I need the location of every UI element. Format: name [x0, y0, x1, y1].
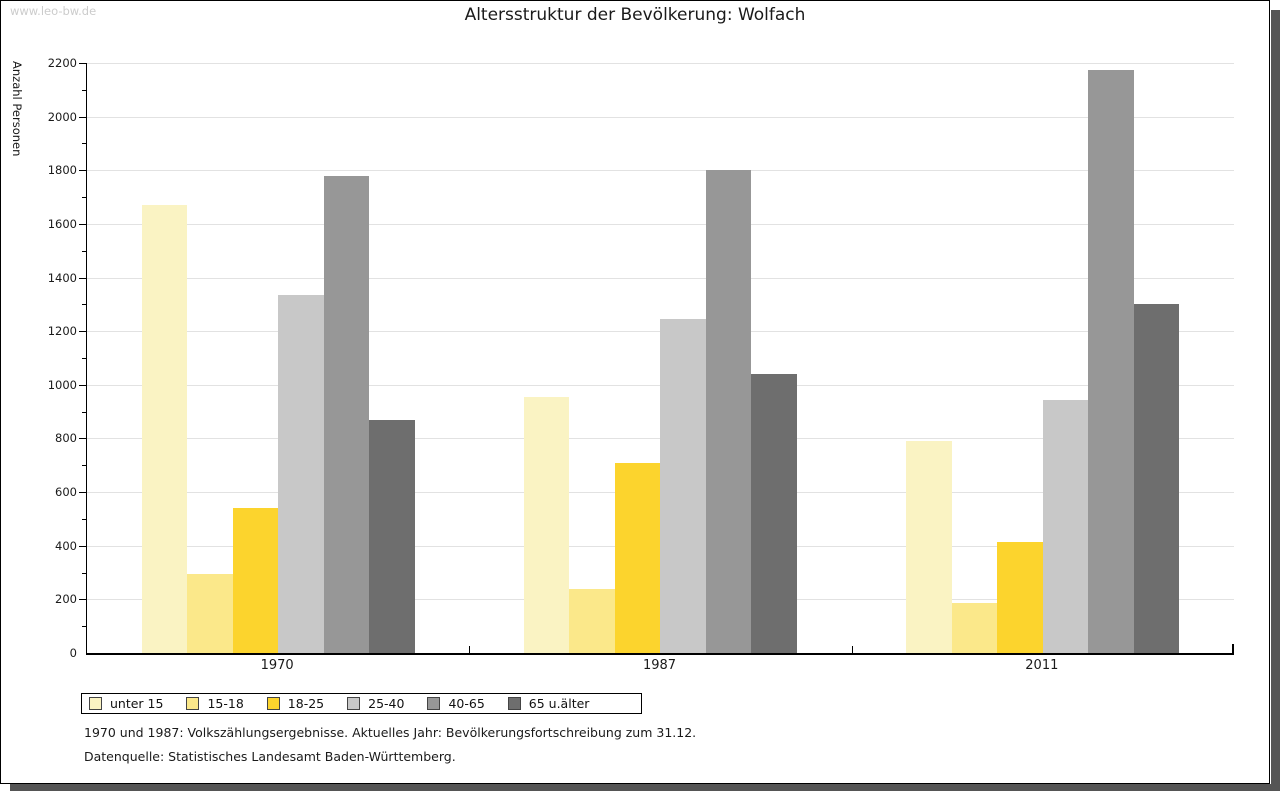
legend-box: unter 15 15-18 18-25 25-40 40-65 65 u.älter — [81, 693, 642, 714]
legend-item: 18-25 — [266, 696, 325, 711]
gridline — [87, 116, 1234, 118]
y-tick-major — [79, 63, 86, 64]
y-tick-minor — [82, 626, 86, 628]
y-tick-minor — [82, 197, 86, 199]
y-tick-major — [79, 384, 86, 386]
gridline — [87, 277, 1234, 279]
x-tick-label: 1970 — [260, 658, 294, 673]
y-tick-minor — [82, 518, 86, 520]
bar-2011-40-65 — [1088, 69, 1134, 653]
y-tick-major — [79, 277, 86, 279]
bar-1987-15-18 — [569, 588, 615, 653]
y-tick-major — [79, 170, 86, 172]
bar-1987-unter-15 — [523, 396, 570, 653]
y-tick-major — [79, 438, 86, 440]
legend-label: 18-25 — [287, 696, 325, 711]
gridline — [87, 223, 1234, 225]
legend-label: 15-18 — [207, 696, 244, 711]
y-tick-major — [79, 331, 86, 333]
gridline — [87, 63, 1234, 64]
y-tick-major — [79, 223, 86, 225]
y-tick-label: 0 — [69, 646, 77, 660]
legend-item: unter 15 — [89, 696, 163, 711]
y-tick-major — [79, 116, 86, 118]
watermark: www.leo-bw.de — [10, 4, 97, 18]
bar-group-1970 — [87, 63, 469, 653]
y-tick-minor — [82, 250, 86, 252]
y-tick-label: 800 — [55, 431, 77, 446]
y-tick-minor — [82, 304, 86, 306]
x-axis-end-tick — [1232, 644, 1234, 653]
bar-group-2011 — [852, 63, 1234, 653]
chart-title: Altersstruktur der Bevölkerung: Wolfach — [464, 5, 806, 25]
y-tick-minor — [82, 89, 86, 91]
y-tick-label: 200 — [55, 592, 77, 607]
x-tick-label: 2011 — [1025, 658, 1059, 673]
bar-group-1987 — [469, 63, 851, 653]
legend-label: 65 u.älter — [528, 696, 590, 711]
legend-label: 25-40 — [368, 696, 405, 711]
bar-1970-65-u-lter — [369, 419, 415, 653]
legend-label: 40-65 — [448, 696, 485, 711]
legend-item: 25-40 — [347, 696, 404, 711]
y-tick-label: 1200 — [47, 324, 77, 339]
bar-1987-25-40 — [660, 319, 706, 653]
y-tick-label: 400 — [55, 538, 77, 553]
drop-shadow-right — [1271, 10, 1280, 791]
bar-2011-unter-15 — [906, 441, 952, 653]
legend-swatch — [347, 697, 361, 710]
bar-2011-18-25 — [997, 541, 1043, 653]
x-axis-tick — [851, 646, 853, 653]
legend-item: 65 u.älter — [507, 696, 590, 711]
y-tick-major — [79, 599, 86, 601]
y-tick-minor — [82, 465, 86, 467]
bar-1987-18-25 — [614, 462, 661, 653]
y-tick-label: 1600 — [47, 216, 77, 231]
y-tick-minor — [82, 358, 86, 359]
bar-1987-40-65 — [705, 170, 752, 653]
y-tick-minor — [82, 143, 86, 145]
x-tick-label: 1987 — [642, 658, 677, 673]
x-axis-tick — [469, 646, 471, 653]
legend-swatch — [507, 697, 521, 710]
y-tick-label: 1400 — [47, 270, 77, 285]
footer-note: 1970 und 1987: Volkszählungsergebnisse. … — [84, 725, 697, 740]
plot-area: 0 200 400 600 800 1000 1200 1400 1600 1800 2000 220… — [48, 56, 1234, 660]
y-tick-minor — [82, 411, 86, 413]
bar-2011-65-u-lter — [1133, 304, 1180, 653]
legend-item: 40-65 — [427, 696, 485, 711]
bar-1970-25-40 — [278, 295, 324, 653]
legend-label: unter 15 — [110, 696, 164, 711]
y-tick-label: 1000 — [47, 377, 77, 392]
bar-1970-15-18 — [187, 573, 233, 653]
drop-shadow-bottom — [10, 784, 1280, 791]
bar-1987-65-u-lter — [751, 374, 797, 653]
y-tick-minor — [82, 572, 86, 574]
y-tick-major — [79, 492, 86, 494]
bar-1970-18-25 — [232, 508, 279, 653]
y-tick-label: 1800 — [47, 163, 77, 178]
bar-1970-40-65 — [323, 175, 370, 653]
legend-item: 15-18 — [186, 696, 244, 711]
bar-1970-unter-15 — [141, 205, 188, 653]
bar-2011-25-40 — [1042, 399, 1089, 653]
y-tick-label: 600 — [55, 485, 77, 500]
legend-swatch — [89, 697, 102, 710]
y-tick-major — [79, 545, 86, 547]
bar-2011-15-18 — [951, 603, 998, 653]
legend-swatch — [186, 697, 200, 710]
legend-swatch — [266, 697, 280, 710]
gridline — [87, 170, 1234, 172]
y-tick-label: 2200 — [47, 56, 77, 70]
legend-swatch — [427, 697, 441, 710]
footer-source: Datenquelle: Statistisches Landesamt Bad… — [84, 749, 456, 764]
y-tick-label: 2000 — [47, 109, 77, 124]
y-axis-label: Anzahl Personen — [10, 61, 24, 157]
